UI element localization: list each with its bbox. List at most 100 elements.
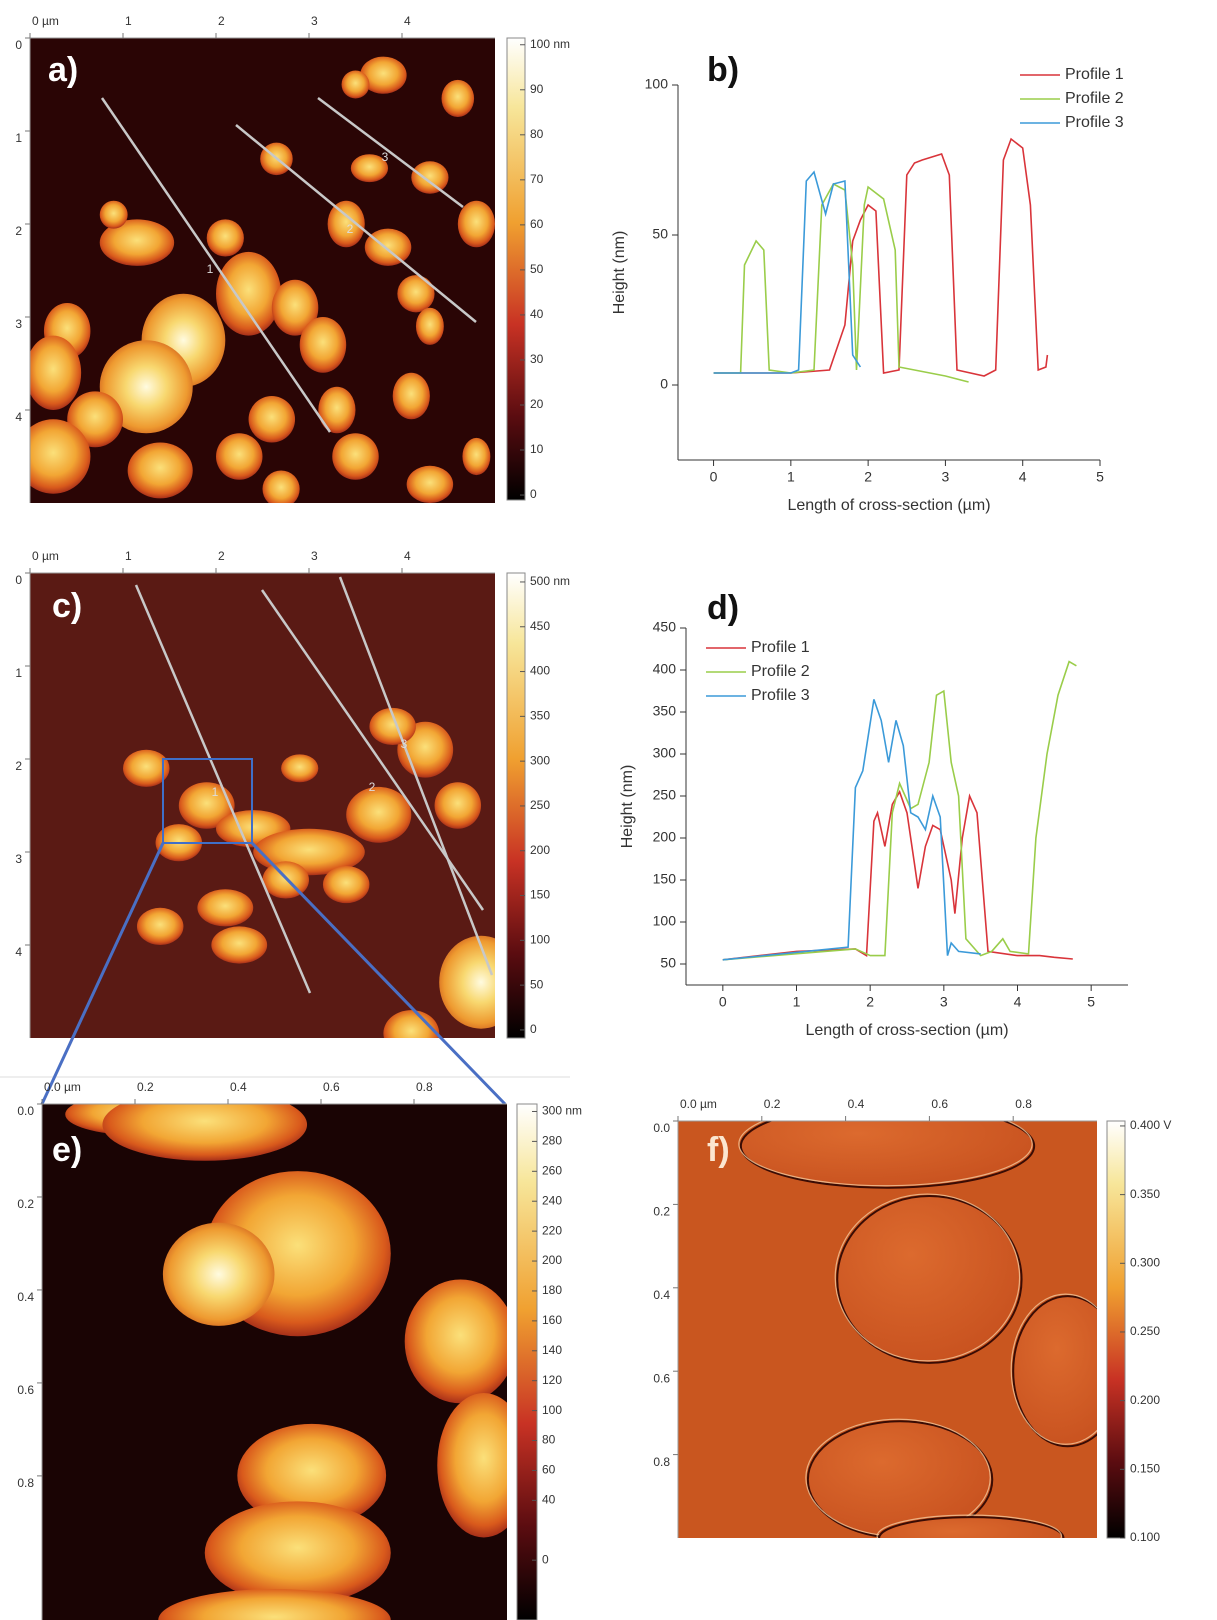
- colorbar-tick-label: 450: [530, 619, 550, 633]
- profile-label: 2: [347, 222, 354, 236]
- x-tick-label: 0.6: [931, 1097, 948, 1111]
- grain: [836, 1195, 1023, 1364]
- profile-curve: [722, 699, 981, 961]
- colorbar-tick-label: 0.200: [1130, 1393, 1160, 1407]
- grain: [462, 437, 491, 476]
- y-tick-label: 4: [15, 410, 22, 424]
- colorbar-tick-label: 90: [530, 82, 544, 96]
- grain: [248, 396, 296, 443]
- y-tick-label: 50: [660, 955, 676, 971]
- colorbar: [516, 1103, 538, 1620]
- colorbar-tick-label: 80: [542, 1433, 556, 1447]
- afm-image: [30, 573, 495, 1038]
- x-tick-label: 0.2: [137, 1080, 154, 1094]
- y-tick-label: 0.0: [653, 1121, 670, 1135]
- y-tick-label: 4: [15, 945, 22, 959]
- colorbar-tick-label: 200: [542, 1253, 562, 1267]
- panel-label: e): [52, 1131, 82, 1169]
- grain: [211, 926, 268, 964]
- x-tick-label: 0.2: [764, 1097, 781, 1111]
- profile-curve: [722, 789, 1073, 961]
- colorbar-tick-label: 0: [542, 1552, 549, 1566]
- colorbar-tick-label: 0.150: [1130, 1461, 1160, 1475]
- y-tick-label: 450: [653, 619, 677, 635]
- y-tick-label: 200: [653, 829, 677, 845]
- x-tick-label: 4: [404, 14, 411, 28]
- zoom-box: [162, 758, 253, 844]
- x-tick-label: 3: [311, 549, 318, 563]
- grain: [197, 889, 254, 927]
- grain: [739, 1121, 1036, 1189]
- grain: [99, 340, 193, 434]
- colorbar-tick-label: 60: [542, 1463, 556, 1477]
- grain: [327, 200, 365, 248]
- grain: [415, 307, 444, 345]
- y-tick-label: 0.0: [17, 1104, 34, 1118]
- x-tick-label: 0 µm: [32, 549, 59, 563]
- grain: [206, 219, 244, 257]
- y-tick-label: 0.2: [17, 1197, 34, 1211]
- grain: [30, 419, 91, 494]
- y-tick-label: 0.8: [653, 1455, 670, 1469]
- x-tick-label: 0.4: [230, 1080, 247, 1094]
- y-tick-label: 0: [660, 376, 668, 392]
- y-tick-label: 350: [653, 703, 677, 719]
- profile-line: [134, 584, 312, 994]
- grain: [162, 1222, 275, 1326]
- grain-highlight: [876, 1514, 1063, 1538]
- profile-label: 3: [382, 150, 389, 164]
- grain: [350, 154, 389, 183]
- y-tick-label: 150: [653, 871, 677, 887]
- panel-label: f): [707, 1131, 730, 1169]
- colorbar-tick-label: 220: [542, 1223, 562, 1237]
- grain: [411, 161, 449, 194]
- profile-curve: [713, 182, 969, 383]
- y-tick-label: 3: [15, 852, 22, 866]
- profile-curve: [713, 137, 1049, 377]
- grain: [30, 335, 82, 410]
- grain: [434, 782, 482, 829]
- x-axis-title: Length of cross-section (µm): [805, 1022, 1008, 1039]
- grain: [406, 465, 454, 503]
- colorbar-tick-label: 300 nm: [542, 1104, 582, 1118]
- grain: [158, 1589, 391, 1620]
- x-tick-label: 2: [864, 469, 872, 485]
- y-tick-label: 0: [15, 38, 22, 52]
- colorbar-tick-label: 30: [530, 352, 544, 366]
- y-tick-label: 0: [15, 573, 22, 587]
- legend-label: Profile 3: [751, 687, 810, 704]
- x-tick-label: 2: [866, 994, 874, 1010]
- x-tick-label: 1: [793, 994, 801, 1010]
- x-tick-label: 0.6: [323, 1080, 340, 1094]
- profile-line: [100, 97, 332, 433]
- y-tick-label: 3: [15, 317, 22, 331]
- colorbar-tick-label: 100: [530, 933, 550, 947]
- grain: [271, 279, 319, 336]
- legend-label: Profile 2: [1065, 90, 1124, 107]
- grain: [318, 386, 356, 434]
- image-background: [30, 573, 495, 1038]
- y-tick-label: 1: [15, 131, 22, 145]
- colorbar-tick-label: 0.250: [1130, 1324, 1160, 1338]
- y-tick-label: 250: [653, 787, 677, 803]
- x-tick-label: 5: [1096, 469, 1104, 485]
- profile-label: 2: [369, 780, 376, 794]
- colorbar-tick-label: 400: [530, 664, 550, 678]
- y-tick-label: 50: [652, 226, 668, 242]
- x-tick-label: 3: [311, 14, 318, 28]
- colorbar-tick-label: 70: [530, 172, 544, 186]
- colorbar-tick-label: 500 nm: [530, 574, 570, 588]
- x-tick-label: 0.8: [1015, 1097, 1032, 1111]
- colorbar-tick-label: 240: [542, 1193, 562, 1207]
- panel-label: c): [52, 587, 82, 625]
- profile-label: 1: [207, 262, 214, 276]
- colorbar-tick-label: 50: [530, 977, 544, 991]
- x-tick-label: 1: [125, 549, 132, 563]
- grain: [99, 200, 128, 229]
- colorbar: [1106, 1120, 1126, 1539]
- colorbar-tick-label: 40: [530, 307, 544, 321]
- colorbar-tick-label: 0: [530, 487, 537, 501]
- grain: [346, 786, 412, 843]
- grain: [204, 1501, 391, 1605]
